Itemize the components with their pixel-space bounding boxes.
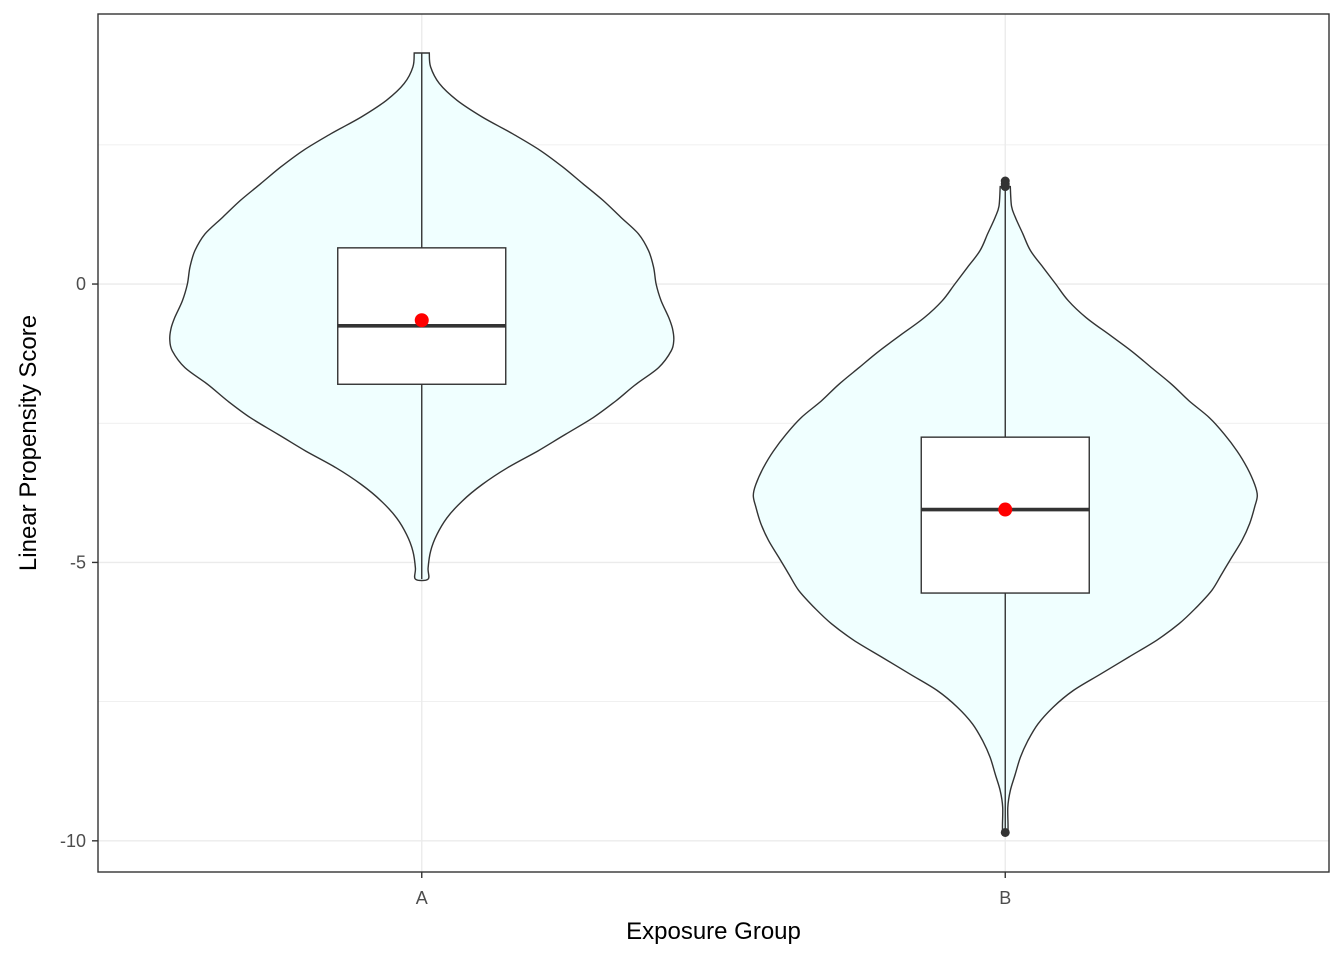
x-tick-label: A	[416, 888, 428, 908]
points	[414, 176, 1013, 837]
x-tick-label: B	[999, 888, 1011, 908]
mean-point-B	[998, 502, 1013, 517]
y-tick-label: -10	[60, 831, 86, 851]
x-axis-title: Exposure Group	[626, 918, 801, 945]
outlier-point-B	[1000, 827, 1010, 837]
axes: 0 -5 -10 A B	[60, 274, 1011, 908]
y-axis-title: Linear Propensity Score	[15, 315, 42, 571]
boxplots	[337, 52, 1090, 833]
outlier-point-B	[1000, 182, 1010, 192]
y-tick-label: 0	[76, 274, 86, 294]
mean-point-A	[414, 313, 429, 328]
panel-border	[97, 13, 1330, 873]
y-tick-label: -5	[70, 552, 86, 572]
